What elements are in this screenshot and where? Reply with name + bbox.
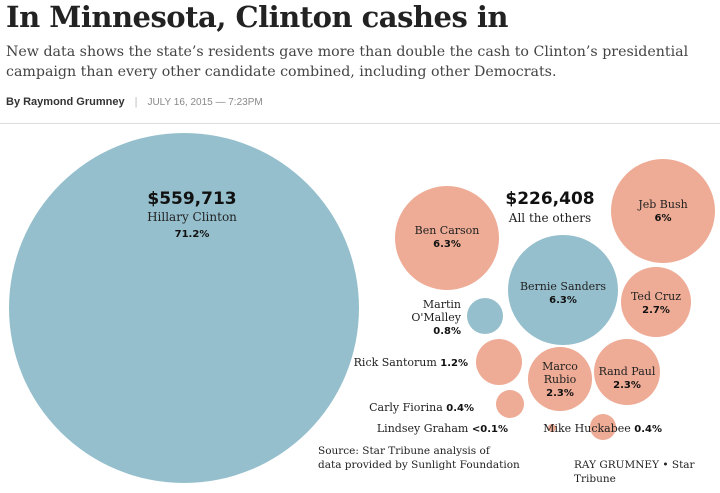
source-line-1: Source: Star Tribune analysis of: [318, 445, 490, 457]
divider: [0, 123, 720, 124]
share-lindsey-graham: <0.1%: [472, 424, 508, 435]
share-ben-carson: 6.3%: [433, 239, 461, 250]
label-ted-cruz: Ted Cruz: [631, 290, 681, 303]
bubble-carly-fiorina: [496, 390, 524, 418]
label-rand-paul: Rand Paul: [599, 365, 656, 378]
others-amount: $226,408: [505, 189, 594, 209]
author[interactable]: By Raymond Grumney: [6, 96, 125, 108]
label-jeb-bush: Jeb Bush: [637, 198, 687, 211]
label-rick-santorum: Rick Santorum 1.2%: [354, 356, 468, 369]
bubble-marco-rubio: [528, 347, 592, 411]
headline: In Minnesota, Clinton cashes in: [6, 0, 508, 34]
bubble-bernie-sanders: [508, 235, 618, 345]
bubble-martin-o-malley: [467, 298, 503, 334]
label-lindsey-graham: Lindsey Graham <0.1%: [377, 422, 508, 435]
bubble-mike-huckabee: [590, 414, 616, 440]
subhead: New data shows the state’s residents gav…: [6, 44, 689, 80]
source-line-2: data provided by Sunlight Foundation: [318, 459, 520, 471]
byline: By Raymond Grumney | JULY 16, 2015 — 7:23P…: [6, 96, 263, 108]
others-label: All the others: [508, 211, 591, 225]
label-marco-rubio: Rubio: [544, 373, 577, 386]
share-ted-cruz: 2.7%: [642, 305, 670, 316]
bubble-jeb-bush: [611, 159, 715, 263]
label-martin-o-malley: Martin: [423, 298, 461, 311]
source-note: Source: Star Tribune analysis of data pro…: [318, 444, 520, 472]
share-rick-santorum: 1.2%: [440, 358, 468, 369]
share-mike-huckabee: 0.4%: [634, 424, 662, 435]
share-rand-paul: 2.3%: [613, 380, 641, 391]
share-carly-fiorina: 0.4%: [446, 403, 474, 414]
bubble-ben-carson: [395, 186, 499, 290]
bubble-lindsey-graham: [548, 424, 556, 432]
bubble-rand-paul: [594, 339, 660, 405]
label-marco-rubio: Marco: [542, 360, 578, 373]
label-bernie-sanders: Bernie Sanders: [520, 280, 606, 293]
share-jeb-bush: 6%: [655, 213, 672, 224]
clinton-label: Hillary Clinton: [147, 210, 237, 224]
credit: RAY GRUMNEY • Star Tribune: [574, 459, 695, 485]
label-ben-carson: Ben Carson: [415, 224, 480, 237]
byline-divider: |: [134, 96, 138, 108]
bubble-hillary-clinton: [9, 133, 359, 483]
label-martin-o-malley: O'Malley: [411, 311, 461, 324]
share-bernie-sanders: 6.3%: [549, 295, 577, 306]
label-mike-huckabee: Mike Huckabee 0.4%: [543, 422, 662, 435]
share-marco-rubio: 2.3%: [546, 388, 574, 399]
label-carly-fiorina: Carly Fiorina 0.4%: [369, 401, 474, 414]
clinton-share: 71.2%: [175, 229, 210, 240]
share-martin-o-malley: 0.8%: [433, 326, 461, 337]
bubble-rick-santorum: [476, 339, 522, 385]
date: JULY 16, 2015 — 7:23PM: [147, 97, 263, 108]
bubble-ted-cruz: [621, 267, 691, 337]
clinton-amount: $559,713: [147, 189, 236, 209]
